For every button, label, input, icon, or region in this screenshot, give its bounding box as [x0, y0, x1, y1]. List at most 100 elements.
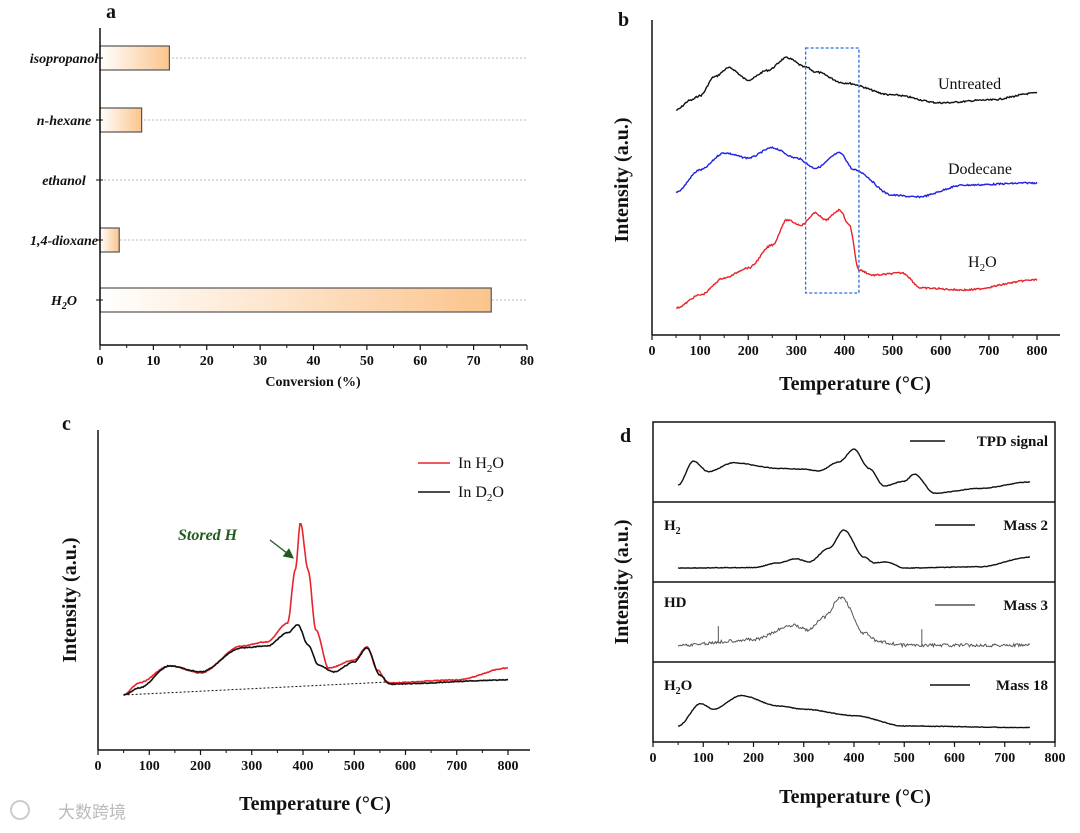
series-line [123, 624, 509, 696]
category-label: n-hexane [37, 114, 91, 129]
x-axis-label: Temperature (°C) [779, 373, 931, 395]
x-tick-label: 50 [360, 354, 374, 369]
x-tick-label: 40 [307, 354, 321, 369]
baseline-dashed [123, 681, 386, 696]
x-tick-label: 700 [978, 344, 999, 359]
x-tick-label: 300 [786, 344, 807, 359]
bar-isopropanol [99, 45, 170, 71]
category-label-main: H [50, 294, 63, 309]
category-label: H2O [50, 294, 77, 312]
legend-label-subscript: 2 [487, 492, 493, 504]
bar-n-hexane [99, 107, 143, 133]
x-tick-label: 500 [894, 751, 915, 766]
species-label: H2O [664, 678, 692, 697]
x-tick-label: 500 [344, 759, 365, 774]
panel-c-line-chart: c 0 100 200 300 400 500 600 700 800 Temperature (… [59, 413, 530, 815]
series-line [676, 208, 1038, 309]
x-tick-label: 100 [139, 759, 160, 774]
series-label-h2o-tail: O [985, 254, 997, 271]
series-label-dodecane: Dodecane [948, 161, 1012, 178]
legend-label-tail: O [492, 484, 504, 501]
x-tick-label: 0 [650, 751, 657, 766]
panel-b-line-chart: b 0 100 200 300 400 500 600 700 800 Temperature (… [611, 9, 1060, 395]
x-tick-label: 200 [738, 344, 759, 359]
x-tick-label: 100 [690, 344, 711, 359]
series-line [678, 694, 1030, 729]
legend-label: Mass 3 [1003, 598, 1048, 614]
x-tick-label: 0 [649, 344, 656, 359]
x-tick-label: 20 [200, 354, 214, 369]
x-tick-label: 400 [293, 759, 314, 774]
category-label: isopropanol [30, 52, 99, 67]
series-line [677, 596, 1031, 649]
annotation-stored-h: Stored H [178, 527, 238, 544]
highlight-box [804, 47, 860, 294]
category-label-subscript: 2 [61, 301, 67, 312]
x-tick-label: 600 [930, 344, 951, 359]
x-axis-label: Temperature (°C) [779, 786, 931, 808]
x-tick-label: 800 [1045, 751, 1066, 766]
y-axis-label: Intensity (a.u.) [611, 117, 633, 242]
series-label-h2o-main: H [968, 254, 980, 271]
legend-label: TPD signal [977, 434, 1048, 450]
subplot-mass-2: Mass 2 H2 [664, 518, 1048, 570]
x-tick-label: 600 [944, 751, 965, 766]
series-line [123, 522, 508, 696]
annotation-arrow-icon [269, 539, 295, 559]
y-axis-label: Intensity (a.u.) [59, 537, 81, 662]
category-label: 1,4-dioxane [30, 234, 98, 249]
category-label-tail: O [67, 294, 77, 309]
x-tick-label: 700 [994, 751, 1015, 766]
panel-label-b: b [618, 9, 629, 31]
x-tick-label: 600 [395, 759, 416, 774]
series-line [677, 448, 1031, 495]
x-tick-label: 500 [882, 344, 903, 359]
category-label-main: isopropanol [30, 52, 99, 67]
legend-label-main: In D [458, 484, 487, 501]
category-label-main: n-hexane [37, 114, 91, 129]
x-tick-label: 400 [844, 751, 865, 766]
x-tick-label: 400 [834, 344, 855, 359]
x-tick-label: 70 [467, 354, 481, 369]
subplot-mass-18: Mass 18 H2O [664, 678, 1048, 729]
panel-label-a: a [106, 1, 116, 23]
series-line [675, 146, 1038, 199]
x-tick-label: 300 [793, 751, 814, 766]
species-label-subscript: 2 [676, 686, 681, 697]
x-tick-label: 80 [520, 354, 534, 369]
x-tick-label: 30 [253, 354, 267, 369]
legend-label-tail: O [492, 455, 504, 472]
x-tick-label: 800 [1027, 344, 1048, 359]
legend-label: Mass 18 [996, 678, 1048, 694]
species-label-main: H [664, 518, 676, 534]
x-tick-label: 10 [146, 354, 160, 369]
series-label-untreated: Untreated [938, 76, 1001, 93]
species-label: HD [664, 595, 687, 611]
species-label-tail: O [681, 678, 693, 694]
species-label: H2 [664, 518, 681, 537]
panel-label-c: c [62, 413, 71, 435]
y-axis-label: Intensity (a.u.) [611, 519, 633, 644]
series-label-h2o-subscript: 2 [980, 262, 986, 274]
x-tick-label: 0 [95, 759, 102, 774]
panel-a-bar-chart: a isopropanol n-hexane ethanol 1,4-dioxane H… [30, 1, 534, 390]
x-axis-label: Conversion (%) [265, 375, 361, 390]
x-tick-label: 800 [498, 759, 519, 774]
species-label-main: H [664, 678, 676, 694]
subplot-tpd-signal: TPD signal [677, 434, 1048, 495]
watermark-text: 大数跨境 [58, 803, 126, 823]
bar-H2O [99, 287, 492, 313]
x-tick-label: 100 [693, 751, 714, 766]
legend-label-main: In H [458, 455, 487, 472]
x-tick-label: 60 [413, 354, 427, 369]
x-tick-label: 700 [446, 759, 467, 774]
x-axis-label: Temperature (°C) [239, 793, 391, 815]
subplot-mass-3: Mass 3 HD [664, 595, 1048, 649]
x-tick-label: 200 [743, 751, 764, 766]
species-label-subscript: 2 [676, 526, 681, 537]
series-line [677, 529, 1031, 570]
species-label-main: HD [664, 595, 687, 611]
panel-label-d: d [620, 425, 631, 447]
x-tick-label: 300 [241, 759, 262, 774]
